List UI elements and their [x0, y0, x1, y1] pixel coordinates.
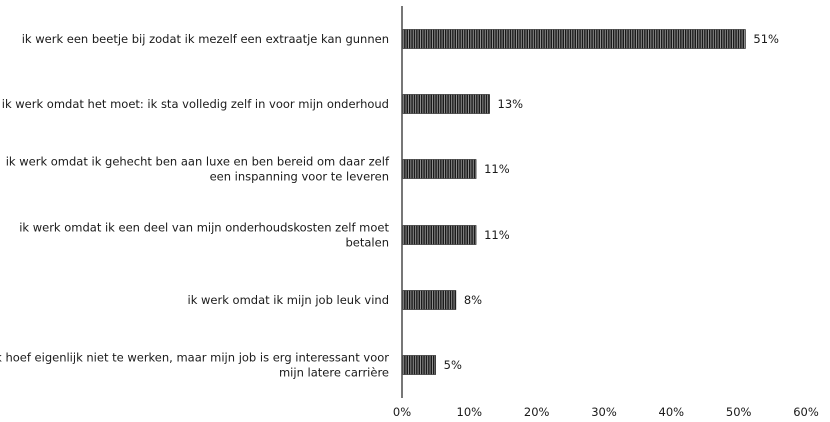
category-label-6-line-1: ik hoef eigenlijk niet te werken, maar m… — [0, 351, 389, 365]
bar-3 — [401, 159, 477, 179]
value-label-3: 11% — [484, 162, 510, 176]
bar-5 — [401, 290, 457, 310]
value-label-4: 11% — [484, 228, 510, 242]
x-tick-label-50: 50% — [726, 405, 752, 419]
category-label-5: ik werk omdat ik mijn job leuk vind — [188, 293, 389, 307]
x-tick-label-10: 10% — [457, 405, 483, 419]
category-label-2: ik werk omdat het moet: ik sta volledig … — [2, 97, 389, 111]
bar-4 — [401, 225, 477, 245]
x-tick-label-20: 20% — [524, 405, 550, 419]
value-labels: 51% 13% 11% 11% 8% 5% — [444, 32, 779, 372]
category-labels: ik werk een beetje bij zodat ik mezelf e… — [0, 32, 390, 380]
x-tick-label-60: 60% — [793, 405, 819, 419]
value-label-2: 13% — [498, 97, 524, 111]
category-label-6-line-2: mijn latere carrière — [279, 366, 389, 380]
bar-6 — [401, 355, 436, 375]
category-label-4-line-1: ik werk omdat ik een deel van mijn onder… — [19, 221, 389, 235]
x-tick-label-40: 40% — [659, 405, 685, 419]
category-label-3-line-1: ik werk omdat ik gehecht ben aan luxe en… — [6, 155, 390, 169]
x-axis-ticks: 0% 10% 20% 30% 40% 50% 60% — [393, 405, 819, 419]
category-label-4-line-2: betalen — [346, 236, 390, 250]
category-label-1: ik werk een beetje bij zodat ik mezelf e… — [22, 32, 389, 46]
x-tick-label-30: 30% — [591, 405, 617, 419]
bar-2 — [401, 94, 490, 114]
value-label-1: 51% — [753, 32, 779, 46]
bar-1 — [401, 29, 746, 49]
bars-group — [401, 29, 746, 375]
x-tick-label-0: 0% — [393, 405, 411, 419]
value-label-5: 8% — [464, 293, 482, 307]
category-label-3-line-2: een inspanning voor te leveren — [210, 170, 389, 184]
value-label-6: 5% — [444, 358, 462, 372]
